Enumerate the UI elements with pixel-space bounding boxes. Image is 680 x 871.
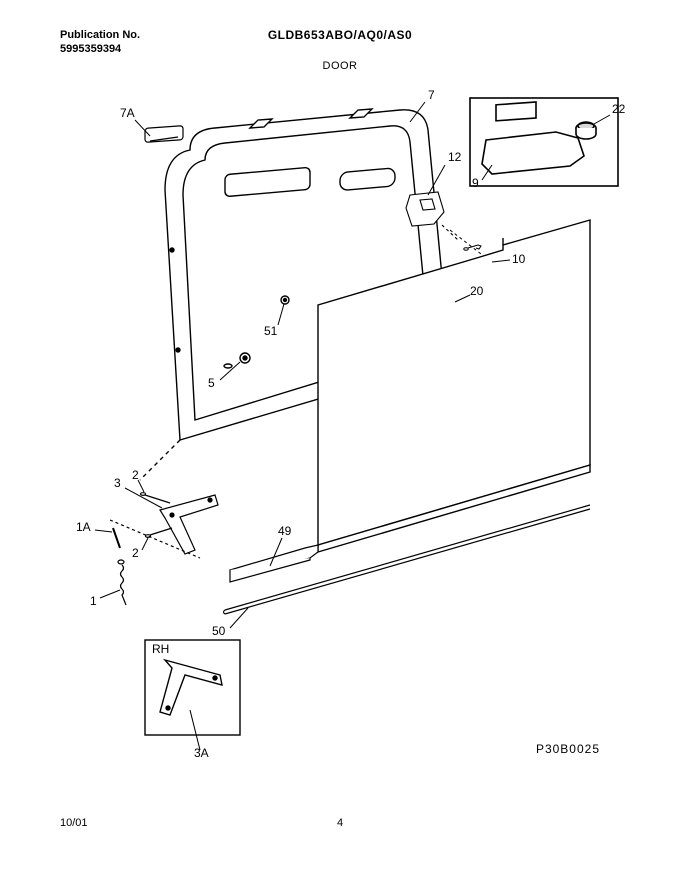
callout-2-bottom: 2 (132, 546, 139, 560)
callout-7: 7 (428, 88, 435, 102)
callout-9: 9 (472, 176, 479, 190)
callout-10: 10 (512, 252, 525, 266)
section-title: DOOR (0, 60, 680, 72)
footer-page: 4 (0, 817, 680, 829)
callout-3: 3 (114, 476, 121, 490)
callout-12: 12 (448, 150, 461, 164)
callout-20: 20 (470, 284, 483, 298)
exploded-diagram: 7A 7 12 10 20 51 5 3 2 2 1A 1 49 50 22 9… (50, 80, 630, 780)
callout-51: 51 (264, 324, 277, 338)
drawing-code: P30B0025 (536, 742, 600, 756)
callout-3A: 3A (194, 746, 209, 760)
page: Publication No. 5995359394 GLDB653ABO/AQ… (0, 0, 680, 871)
callout-1: 1 (90, 594, 97, 608)
callout-RH: RH (152, 642, 169, 656)
callout-5: 5 (208, 376, 215, 390)
callout-50: 50 (212, 624, 225, 638)
callout-1A: 1A (76, 520, 91, 534)
callout-7A: 7A (120, 106, 135, 120)
callout-22: 22 (612, 102, 625, 116)
callout-2-top: 2 (132, 468, 139, 482)
model-number: GLDB653ABO/AQ0/AS0 (268, 28, 412, 42)
callout-49: 49 (278, 524, 291, 538)
header-center: GLDB653ABO/AQ0/AS0 DOOR (0, 28, 680, 72)
